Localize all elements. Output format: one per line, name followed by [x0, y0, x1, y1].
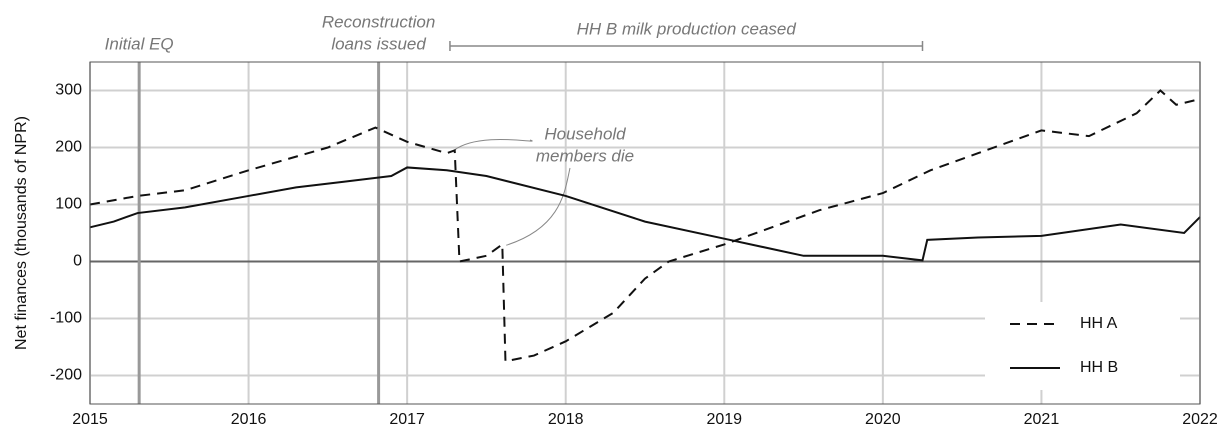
callout-connector [453, 138, 533, 151]
event-label: loans issued [331, 34, 426, 53]
y-tick-label: 300 [55, 82, 82, 99]
y-tick-label: -200 [50, 367, 82, 384]
series-line [89, 166, 1201, 262]
y-tick-label: -100 [50, 310, 82, 327]
callout-connector [506, 167, 571, 246]
callout-label: Household [544, 124, 626, 143]
x-tick-label: 2020 [865, 411, 901, 428]
event-label: Reconstruction [322, 12, 435, 31]
legend-box [985, 302, 1180, 390]
y-tick-label: 0 [73, 253, 82, 270]
x-tick-label: 2017 [389, 411, 425, 428]
legend-label: HH B [1080, 359, 1118, 376]
plot-frame [89, 61, 1201, 405]
y-tick-label: 200 [55, 139, 82, 156]
series-line [89, 89, 1201, 363]
legend-label: HH A [1080, 315, 1118, 332]
span-bracket [449, 41, 924, 51]
x-tick-label: 2018 [548, 411, 584, 428]
callout-label: members die [536, 146, 634, 165]
event-label: Initial EQ [105, 34, 174, 53]
x-tick-label: 2015 [72, 411, 108, 428]
x-tick-label: 2019 [706, 411, 742, 428]
x-tick-label: 2021 [1024, 411, 1060, 428]
y-tick-label: 100 [55, 196, 82, 213]
y-axis-label: Net finances (thousands of NPR) [13, 116, 30, 350]
x-tick-label: 2016 [231, 411, 267, 428]
x-tick-label: 2022 [1182, 411, 1218, 428]
span-label: HH B milk production ceased [577, 19, 797, 38]
